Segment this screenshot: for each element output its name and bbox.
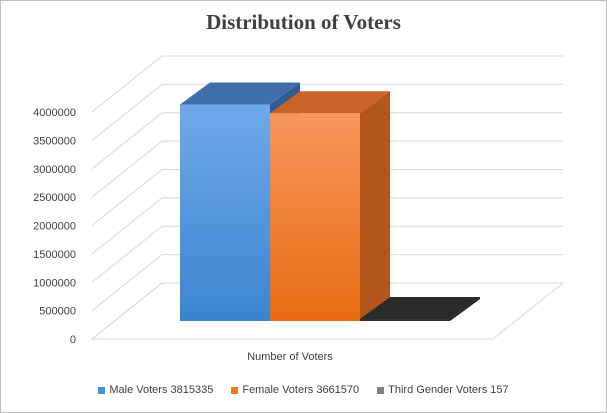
y-tick-label: 1000000 xyxy=(33,277,76,289)
legend-swatch-third-gender xyxy=(377,386,385,394)
legend-label-third-gender: Third Gender Voters 157 xyxy=(388,384,509,396)
gridline-side xyxy=(91,254,163,312)
gridline-side xyxy=(91,197,163,255)
y-tick-label: 4000000 xyxy=(33,107,76,119)
chart-title: Distribution of Voters xyxy=(206,10,401,34)
legend-swatch-female xyxy=(231,386,239,394)
bar-top-female xyxy=(270,91,390,114)
gridline-side xyxy=(91,83,163,141)
gridline-side xyxy=(91,140,163,198)
legend-label-male: Male Voters 3815335 xyxy=(109,384,214,396)
gridline-side xyxy=(91,55,163,113)
gridline-side xyxy=(91,282,163,340)
y-tick-label: 2500000 xyxy=(33,192,76,204)
legend-item-female: Female Voters 3661570 xyxy=(231,384,359,396)
bar-side-female xyxy=(360,91,390,321)
y-tick-label: 0 xyxy=(70,334,76,346)
bar-female xyxy=(270,113,360,321)
bar-third-gender xyxy=(360,319,450,321)
gridline-side xyxy=(91,169,163,226)
bar-top-male xyxy=(180,82,300,105)
bar-side-third-gender xyxy=(450,297,480,321)
legend-item-male: Male Voters 3815335 xyxy=(98,384,213,396)
gridline-side xyxy=(91,112,163,170)
y-tick-label: 500000 xyxy=(39,306,76,318)
x-axis-label: Number of Voters xyxy=(247,351,333,363)
y-tick-label: 3000000 xyxy=(33,164,76,176)
legend: Male Voters 3815335 Female Voters 366157… xyxy=(0,384,607,396)
legend-label-female: Female Voters 3661570 xyxy=(242,384,360,396)
gridline-side xyxy=(91,225,163,283)
y-tick-label: 1500000 xyxy=(33,249,76,261)
y-tick-label: 2000000 xyxy=(33,221,76,233)
bar-top-third-gender xyxy=(360,297,480,319)
legend-swatch-male xyxy=(98,386,106,394)
legend-item-third-gender: Third Gender Voters 157 xyxy=(377,384,509,396)
y-tick-label: 3500000 xyxy=(33,135,76,147)
bar-male xyxy=(180,104,270,321)
